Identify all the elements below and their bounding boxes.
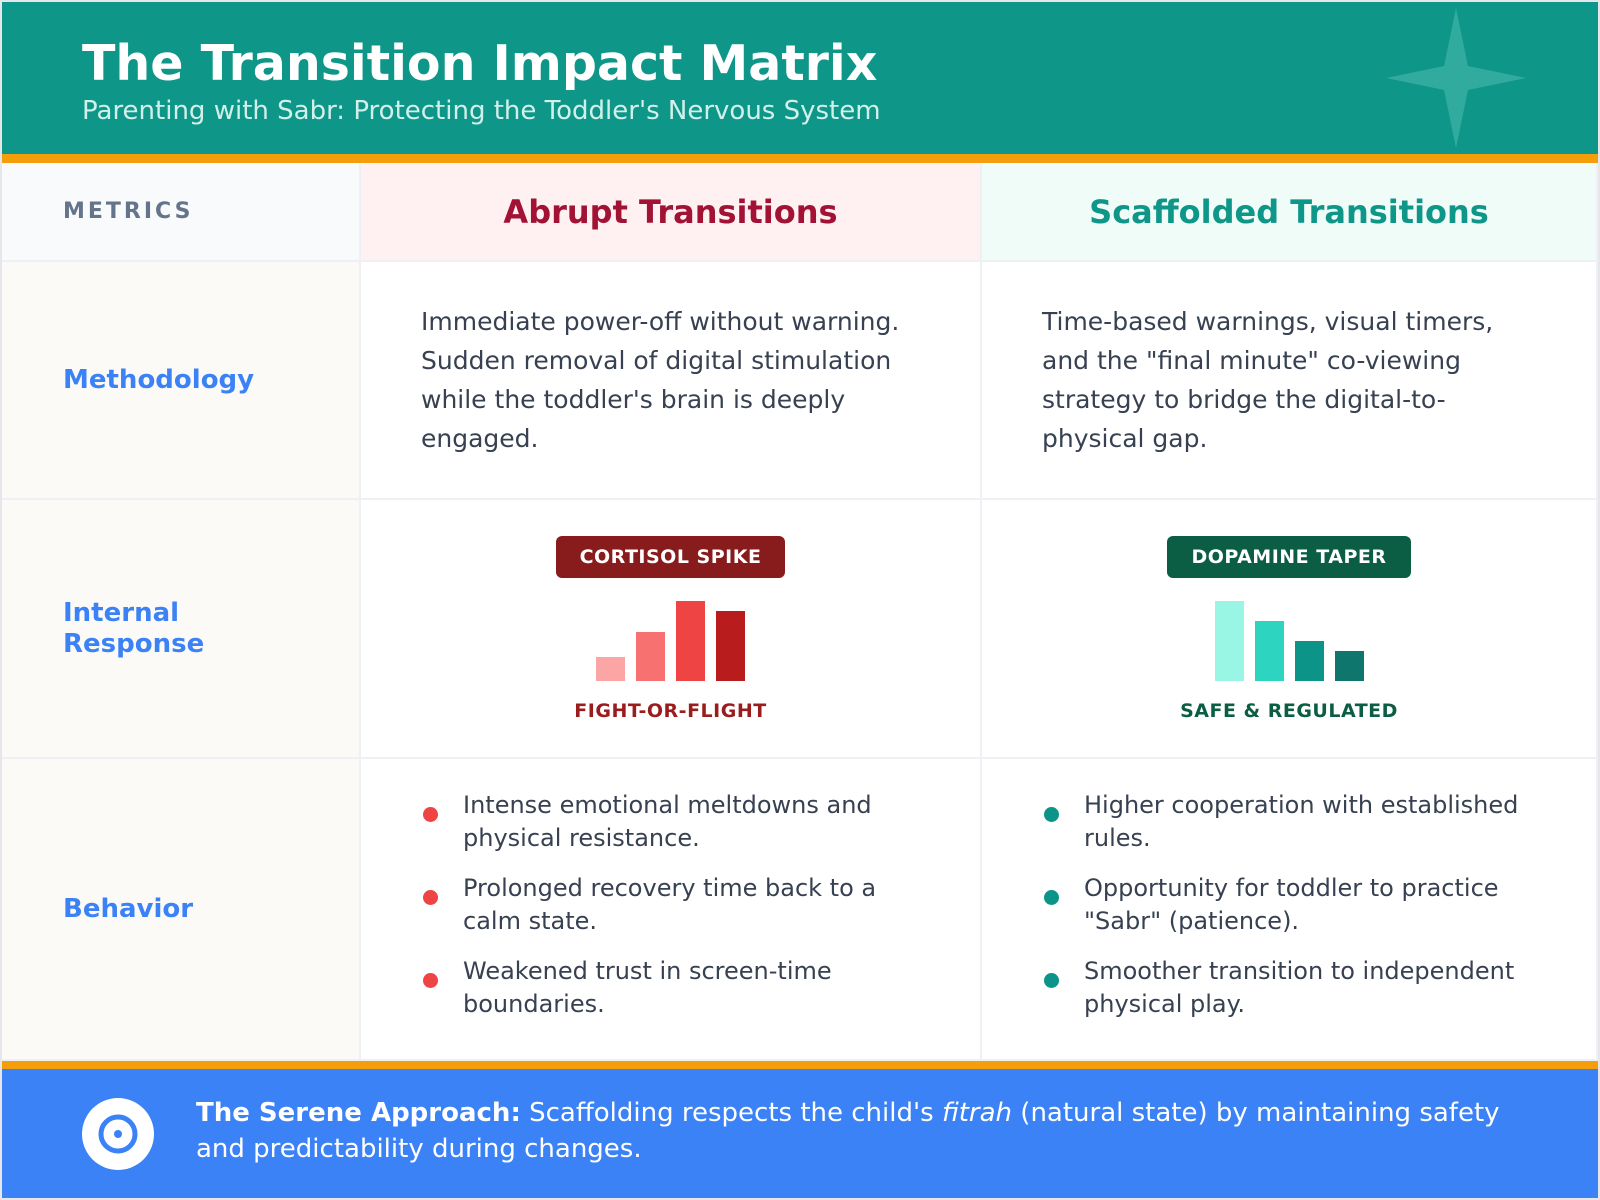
footer-text: (natural state) by maintaining safety an… xyxy=(196,1098,1500,1164)
caption: FIGHT-OR-FLIGHT xyxy=(574,700,767,722)
footer-emphasis: fitrah xyxy=(941,1098,1013,1128)
cell-text: Immediate power-off without warning. Sud… xyxy=(361,262,982,500)
response-cell: DOPAMINE TAPER SAFE & REGULATED xyxy=(982,500,1598,759)
star-icon xyxy=(1386,8,1526,148)
bar-illustration xyxy=(596,601,745,681)
column-header: Scaffolded Transitions xyxy=(982,163,1598,262)
accent-bar xyxy=(2,1061,1598,1070)
badge: CORTISOL SPIKE xyxy=(555,536,786,578)
footer-text: Scaffolding respects the child's xyxy=(529,1098,934,1128)
footer-lead: The Serene Approach: xyxy=(196,1098,521,1128)
row-label: Internal Response xyxy=(2,500,361,759)
subtitle: Parenting with Sabr: Protecting the Todd… xyxy=(82,96,881,126)
bullet: Prolonged recovery time back to a calm s… xyxy=(421,872,930,938)
bullet: Intense emotional meltdowns and physical… xyxy=(421,789,930,855)
badge: DOPAMINE TAPER xyxy=(1167,536,1411,578)
list-cell: Higher cooperation with established rule… xyxy=(982,759,1598,1061)
header: The Transition Impact Matrix Parenting w… xyxy=(2,2,1598,155)
bullet-list: Intense emotional meltdowns and physical… xyxy=(361,759,980,1021)
list-cell: Intense emotional meltdowns and physical… xyxy=(361,759,982,1061)
bullet: Smoother transition to independent physi… xyxy=(1042,955,1546,1021)
bullet-list: Higher cooperation with established rule… xyxy=(982,759,1596,1021)
row-label-text: Internal Response xyxy=(63,597,205,659)
row-label: Behavior xyxy=(2,759,361,1061)
footer: The Serene Approach: Scaffolding respect… xyxy=(2,1069,1598,1198)
title: The Transition Impact Matrix xyxy=(82,35,878,92)
bullet: Higher cooperation with established rule… xyxy=(1042,789,1546,855)
accent-bar xyxy=(2,154,1598,163)
matrix-table: METRICS Abrupt Transitions Scaffolded Tr… xyxy=(2,163,1598,1061)
bar-illustration xyxy=(1214,601,1364,681)
caption: SAFE & REGULATED xyxy=(1180,700,1398,722)
column-header: METRICS xyxy=(2,163,361,262)
footer-icon xyxy=(82,1098,154,1170)
bullet: Weakened trust in screen-time boundaries… xyxy=(421,955,930,1021)
cell-text: Time-based warnings, visual timers, and … xyxy=(982,262,1598,500)
response-cell: CORTISOL SPIKE FIGHT-OR-FLIGHT xyxy=(361,500,982,759)
bullet: Opportunity for toddler to practice "Sab… xyxy=(1042,872,1546,938)
row-label: Methodology xyxy=(2,262,361,500)
column-header: Abrupt Transitions xyxy=(361,163,982,262)
